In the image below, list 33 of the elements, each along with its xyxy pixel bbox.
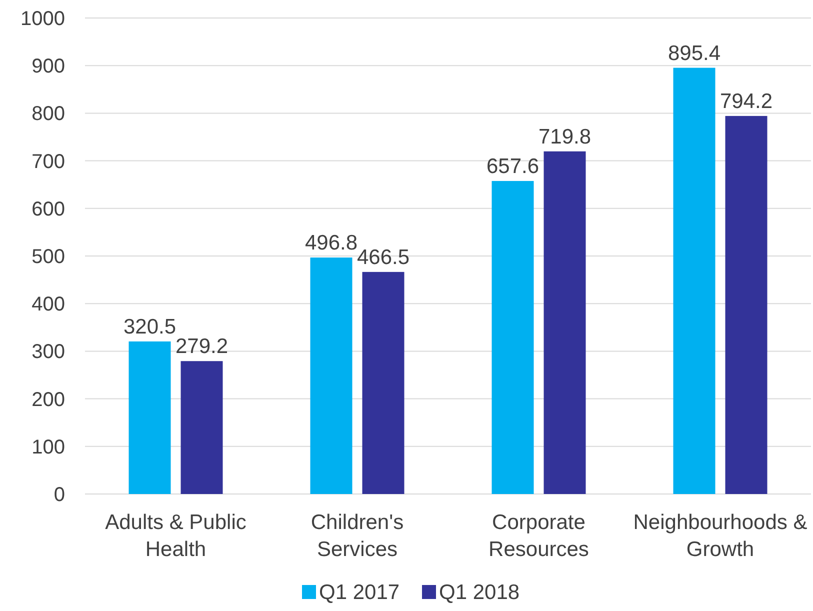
y-tick-label: 300 (32, 341, 65, 364)
bar (310, 258, 352, 494)
y-tick-label: 500 (32, 246, 65, 268)
y-tick-label: 200 (32, 388, 65, 411)
bar (544, 151, 586, 494)
x-tick-label: Adults & Public Health (105, 511, 246, 561)
x-tick-label: Children's Services (310, 511, 404, 561)
y-tick-label: 400 (32, 294, 65, 316)
data-label: 657.6 (486, 154, 540, 178)
bar (180, 361, 223, 494)
data-label: 320.5 (123, 315, 176, 338)
data-label: 895.4 (668, 42, 721, 65)
data-label: 496.8 (304, 232, 358, 255)
bar (362, 272, 404, 494)
x-tick-label: Neighbourhoods & Growth (633, 511, 808, 561)
y-tick-label: 600 (32, 198, 65, 220)
y-tick-label: 1000 (20, 8, 65, 30)
data-label: 794.2 (720, 90, 773, 113)
y-tick-label: 900 (32, 56, 65, 78)
legend-label: Q1 2018 (439, 581, 520, 604)
data-label: 466.5 (356, 246, 410, 269)
data-label: 279.2 (175, 335, 228, 358)
legend-label: Q1 2017 (319, 581, 400, 604)
y-tick-label: 100 (32, 436, 65, 458)
bar (492, 180, 534, 494)
bar (725, 116, 768, 494)
data-label: 719.8 (538, 125, 592, 148)
y-tick-label: 0 (54, 484, 65, 506)
bar (673, 68, 716, 494)
y-tick-label: 800 (32, 103, 65, 126)
bar (128, 341, 171, 494)
y-tick-label: 700 (32, 150, 65, 173)
x-tick-label: Corporate Resources (488, 511, 589, 561)
